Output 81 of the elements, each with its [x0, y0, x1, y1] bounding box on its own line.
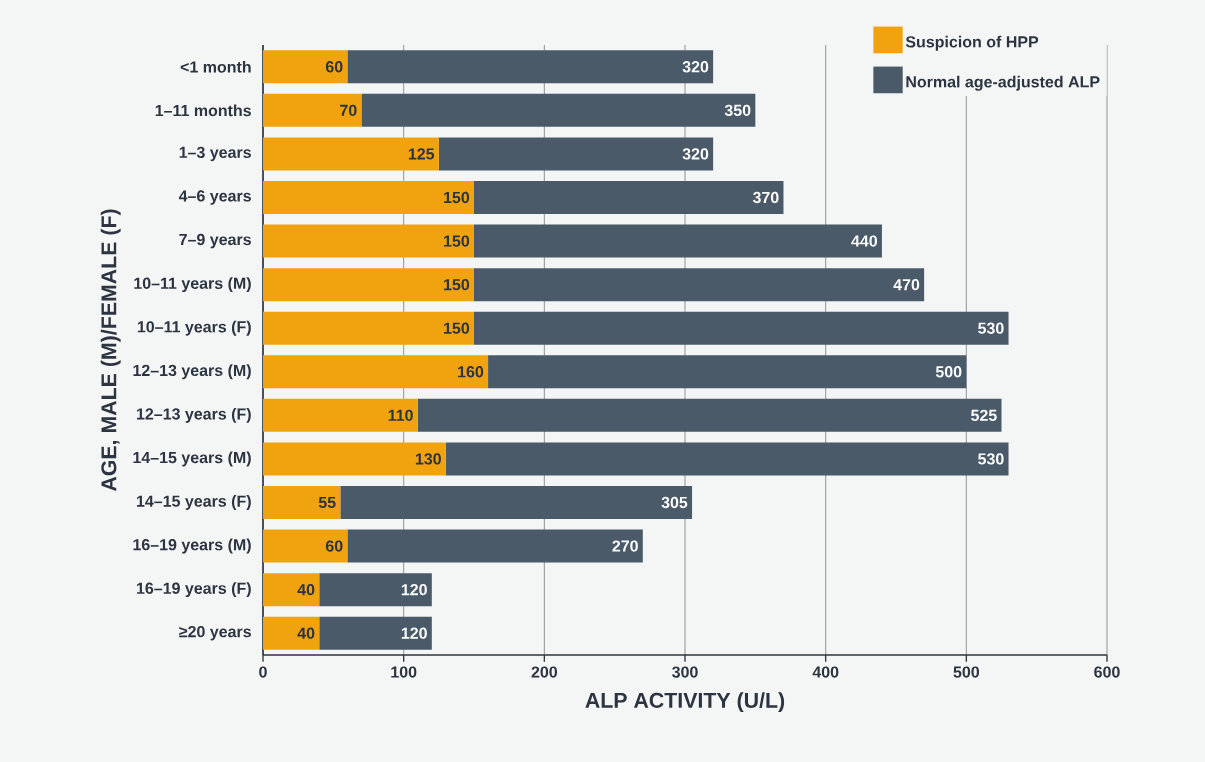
- bar: [438, 137, 714, 171]
- data-label: 60: [325, 540, 343, 552]
- bar: [474, 224, 882, 258]
- x-tick-label: 300: [672, 666, 698, 678]
- bar: [263, 93, 362, 127]
- y-tick-label: 7–9 years: [179, 233, 251, 249]
- y-tick-label: 12–13 years (F): [137, 407, 251, 423]
- bar: [417, 398, 1002, 432]
- legend-label: Normal age-adjusted ALP: [906, 75, 1100, 91]
- bar: [319, 616, 432, 650]
- bar: [474, 268, 925, 302]
- bar: [347, 529, 643, 563]
- total-label: 530: [978, 453, 1004, 465]
- data-label: 60: [325, 61, 343, 73]
- total-label: 525: [971, 409, 997, 421]
- bar: [263, 442, 446, 476]
- bar: [263, 137, 439, 171]
- x-tick-label: 600: [1094, 666, 1120, 678]
- data-label: 40: [297, 583, 315, 596]
- total-label: 440: [851, 235, 878, 247]
- y-tick-label: 1–3 years: [179, 146, 251, 162]
- bar: [263, 50, 348, 84]
- total-label: 320: [682, 61, 709, 73]
- y-tick-label: 12–13 years (M): [133, 364, 251, 380]
- data-label: 150: [444, 278, 470, 291]
- total-label: 370: [752, 191, 779, 204]
- total-label: 500: [935, 366, 962, 378]
- data-label: 130: [415, 453, 441, 465]
- bar: [263, 355, 489, 389]
- total-label: 270: [612, 540, 638, 552]
- y-tick-label: 14–15 years (F): [137, 495, 251, 510]
- total-label: 120: [401, 627, 427, 639]
- bar: [445, 442, 1009, 476]
- y-tick-label: 14–15 years (M): [133, 451, 251, 467]
- data-label: 110: [388, 409, 413, 421]
- bar: [361, 93, 756, 127]
- y-axis-title: AGE, MALE (M)/FEMALE (F): [100, 209, 121, 492]
- data-label: 55: [318, 496, 336, 509]
- bar: [340, 485, 693, 519]
- bar: [263, 180, 474, 214]
- y-tick-label: ≥20 years: [179, 625, 251, 641]
- y-tick-label: 4–6 years: [178, 190, 251, 205]
- bar: [263, 616, 320, 650]
- bar: [474, 311, 1009, 345]
- y-tick-label: 16–19 years (M): [133, 538, 251, 554]
- bar: [263, 268, 474, 302]
- bar: [319, 573, 432, 607]
- total-label: 470: [893, 278, 920, 291]
- total-label: 530: [978, 322, 1004, 334]
- x-tick-label: 0: [259, 666, 267, 678]
- data-label: 150: [444, 322, 470, 334]
- bar: [263, 485, 341, 519]
- data-label: 160: [458, 366, 484, 378]
- x-tick-label: 100: [391, 666, 417, 678]
- total-label: 320: [682, 148, 709, 160]
- bar: [263, 311, 474, 345]
- data-label: 150: [444, 191, 470, 204]
- x-tick-label: 400: [812, 666, 839, 678]
- total-label: 120: [401, 583, 427, 596]
- data-label: 150: [444, 235, 470, 247]
- data-label: 125: [408, 148, 435, 160]
- bar: [347, 50, 714, 84]
- legend-label: Suspicion of HPP: [905, 35, 1039, 51]
- bar: [263, 398, 418, 432]
- data-label: 70: [340, 104, 357, 116]
- bar: [488, 355, 967, 389]
- bar: [474, 180, 784, 214]
- bar: [263, 529, 348, 563]
- x-tick-label: 200: [531, 666, 558, 678]
- bar: [263, 573, 320, 607]
- x-tick-label: 500: [953, 666, 980, 678]
- y-tick-label: <1 month: [180, 60, 251, 73]
- data-label: 40: [297, 627, 315, 639]
- total-label: 305: [661, 496, 688, 509]
- y-tick-label: 16–19 years (F): [137, 582, 251, 598]
- y-tick-label: 10–11 years (F): [137, 320, 251, 336]
- y-tick-label: 1–11 months: [155, 104, 251, 117]
- x-axis-title: ALP ACTIVITY (U/L): [585, 692, 785, 713]
- bar: [263, 224, 474, 258]
- total-label: 350: [724, 104, 751, 117]
- y-tick-label: 10–11 years (M): [134, 277, 251, 293]
